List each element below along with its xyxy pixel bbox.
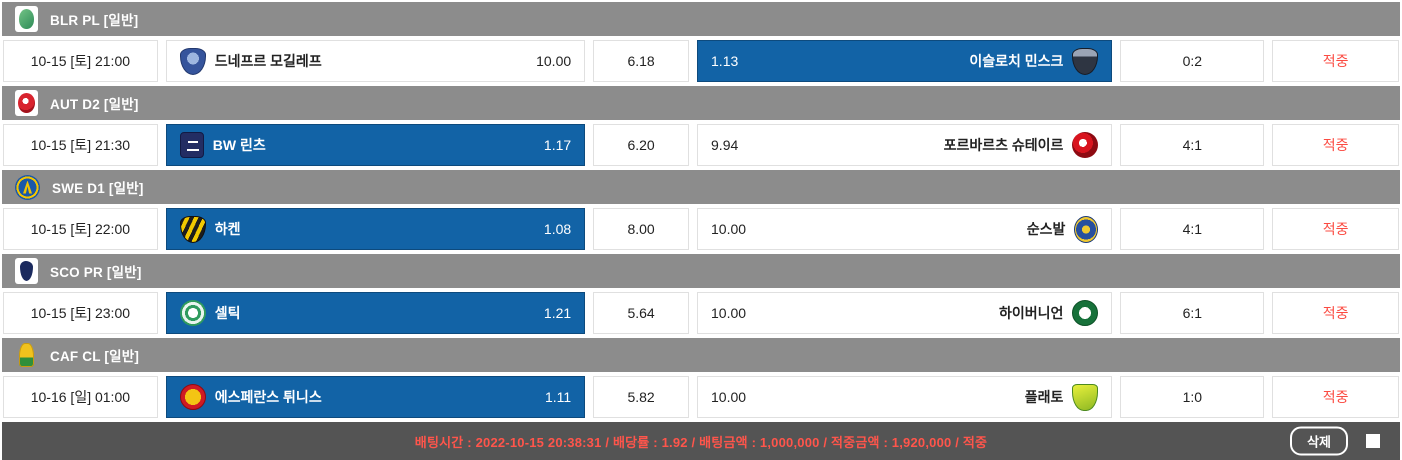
league-header: SCO PR [일반] [2,254,1400,288]
home-odds: 1.21 [543,305,572,321]
hibernian-crest-icon [1072,300,1099,326]
league-section-aut-d2: AUT D2 [일반] 10-15 [토] 21:30 BW 린츠 1.17 6… [2,86,1400,166]
match-time: 10-16 [일] 01:00 [3,376,158,418]
away-odds: 1.13 [711,53,739,69]
draw-odds-cell[interactable]: 5.82 [593,376,690,418]
away-team-name: 하이버니언 [999,305,1064,321]
match-row: 10-15 [토] 21:00 드네프르 모길레프 10.00 6.18 1.1… [3,40,1400,82]
league-header: CAF CL [일반] [2,338,1400,372]
draw-odds-cell[interactable]: 6.20 [593,124,690,166]
away-odds: 10.00 [711,389,747,405]
match-row: 10-16 [일] 01:00 에스페란스 튀니스 1.11 5.82 10.0… [3,376,1400,418]
vorwarts-steyr-crest-icon [1072,132,1099,158]
celtic-crest-icon [179,300,206,326]
away-odds: 9.94 [711,137,739,153]
belarus-premier-league-logo-icon [15,6,38,32]
match-row: 10-15 [토] 23:00 셀틱 1.21 5.64 10.00 하이버니언… [3,292,1400,334]
esperance-tunis-crest-icon [179,384,206,410]
scotland-premiership-logo-icon [15,258,38,284]
home-team-name: 셀틱 [214,305,241,321]
match-score: 1:0 [1120,376,1265,418]
match-score: 6:1 [1120,292,1265,334]
match-row: 10-15 [토] 22:00 하켄 1.08 8.00 10.00 순스발 4… [3,208,1400,250]
away-team-name: 플래토 [1024,389,1064,405]
away-team-name: 포르바르츠 슈테이르 [943,137,1064,153]
match-time: 10-15 [토] 21:00 [3,40,158,82]
away-team-name: 이슬로치 민스크 [969,53,1064,69]
home-odds-cell-selected[interactable]: 셀틱 1.21 [165,292,586,334]
home-odds: 1.11 [544,389,572,405]
league-header: SWE D1 [일반] [2,170,1400,204]
home-odds: 1.08 [543,221,572,237]
away-odds: 10.00 [711,305,747,321]
dnepr-mogilev-crest-icon [179,47,206,75]
bw-linz-crest-icon [179,132,204,158]
home-team-name: 드네프르 모길레프 [214,53,322,69]
home-odds: 1.17 [543,137,572,153]
league-section-swe-d1: SWE D1 [일반] 10-15 [토] 22:00 하켄 1.08 8.00… [2,170,1400,250]
plateau-united-crest-icon [1072,383,1099,411]
match-time: 10-15 [토] 22:00 [3,208,158,250]
home-team-name: 하켄 [214,221,241,237]
result-status: 적중 [1272,376,1400,418]
match-score: 4:1 [1120,124,1265,166]
away-team-name: 순스발 [1026,221,1066,237]
away-odds: 10.00 [711,221,747,237]
away-odds-cell[interactable]: 10.00 하이버니언 [697,292,1113,334]
draw-odds-cell[interactable]: 6.18 [593,40,690,82]
league-title: CAF CL [일반] [50,349,140,364]
result-status: 적중 [1272,208,1400,250]
delete-button[interactable]: 삭제 [1290,426,1348,456]
away-odds-cell[interactable]: 10.00 플래토 [697,376,1113,418]
isloch-minsk-crest-icon [1072,47,1099,75]
match-row: 10-15 [토] 21:30 BW 린츠 1.17 6.20 9.94 포르바… [3,124,1400,166]
match-score: 0:2 [1120,40,1265,82]
home-odds-cell-selected[interactable]: 에스페란스 튀니스 1.11 [165,376,586,418]
league-title: AUT D2 [일반] [50,97,139,112]
bet-summary-bar: 배팅시간 : 2022-10-15 20:38:31 / 배당률 : 1.92 … [2,422,1400,460]
league-header: AUT D2 [일반] [2,86,1400,120]
league-title: BLR PL [일반] [50,13,139,28]
home-odds-cell-selected[interactable]: 하켄 1.08 [165,208,586,250]
result-status: 적중 [1272,40,1400,82]
home-odds-cell-selected[interactable]: BW 린츠 1.17 [165,124,586,166]
hacken-crest-icon [179,215,206,243]
match-score: 4:1 [1120,208,1265,250]
draw-odds-cell[interactable]: 8.00 [593,208,690,250]
select-checkbox[interactable] [1366,434,1380,448]
league-title: SCO PR [일반] [50,265,142,280]
sweden-allsvenskan-logo-icon [15,174,40,200]
result-status: 적중 [1272,292,1400,334]
away-odds-cell[interactable]: 10.00 순스발 [697,208,1113,250]
home-odds-cell[interactable]: 드네프르 모길레프 10.00 [165,40,586,82]
austria-2-liga-logo-icon [15,90,38,116]
league-section-sco-pr: SCO PR [일반] 10-15 [토] 23:00 셀틱 1.21 5.64… [2,254,1400,334]
home-odds: 10.00 [536,53,572,69]
result-status: 적중 [1272,124,1400,166]
sundsvall-crest-icon [1074,215,1099,243]
league-section-blr-pl: BLR PL [일반] 10-15 [토] 21:00 드네프르 모길레프 10… [2,2,1400,82]
caf-champions-league-logo-icon [15,342,38,368]
league-section-caf-cl: CAF CL [일반] 10-16 [일] 01:00 에스페란스 튀니스 1.… [2,338,1400,418]
draw-odds-cell[interactable]: 5.64 [593,292,690,334]
league-title: SWE D1 [일반] [52,181,144,196]
home-team-name: BW 린츠 [212,137,266,153]
away-odds-cell-selected[interactable]: 1.13 이슬로치 민스크 [697,40,1113,82]
match-time: 10-15 [토] 23:00 [3,292,158,334]
bet-summary-text: 배팅시간 : 2022-10-15 20:38:31 / 배당률 : 1.92 … [414,434,988,450]
league-header: BLR PL [일반] [2,2,1400,36]
away-odds-cell[interactable]: 9.94 포르바르츠 슈테이르 [697,124,1113,166]
home-team-name: 에스페란스 튀니스 [214,389,322,405]
match-time: 10-15 [토] 21:30 [3,124,158,166]
